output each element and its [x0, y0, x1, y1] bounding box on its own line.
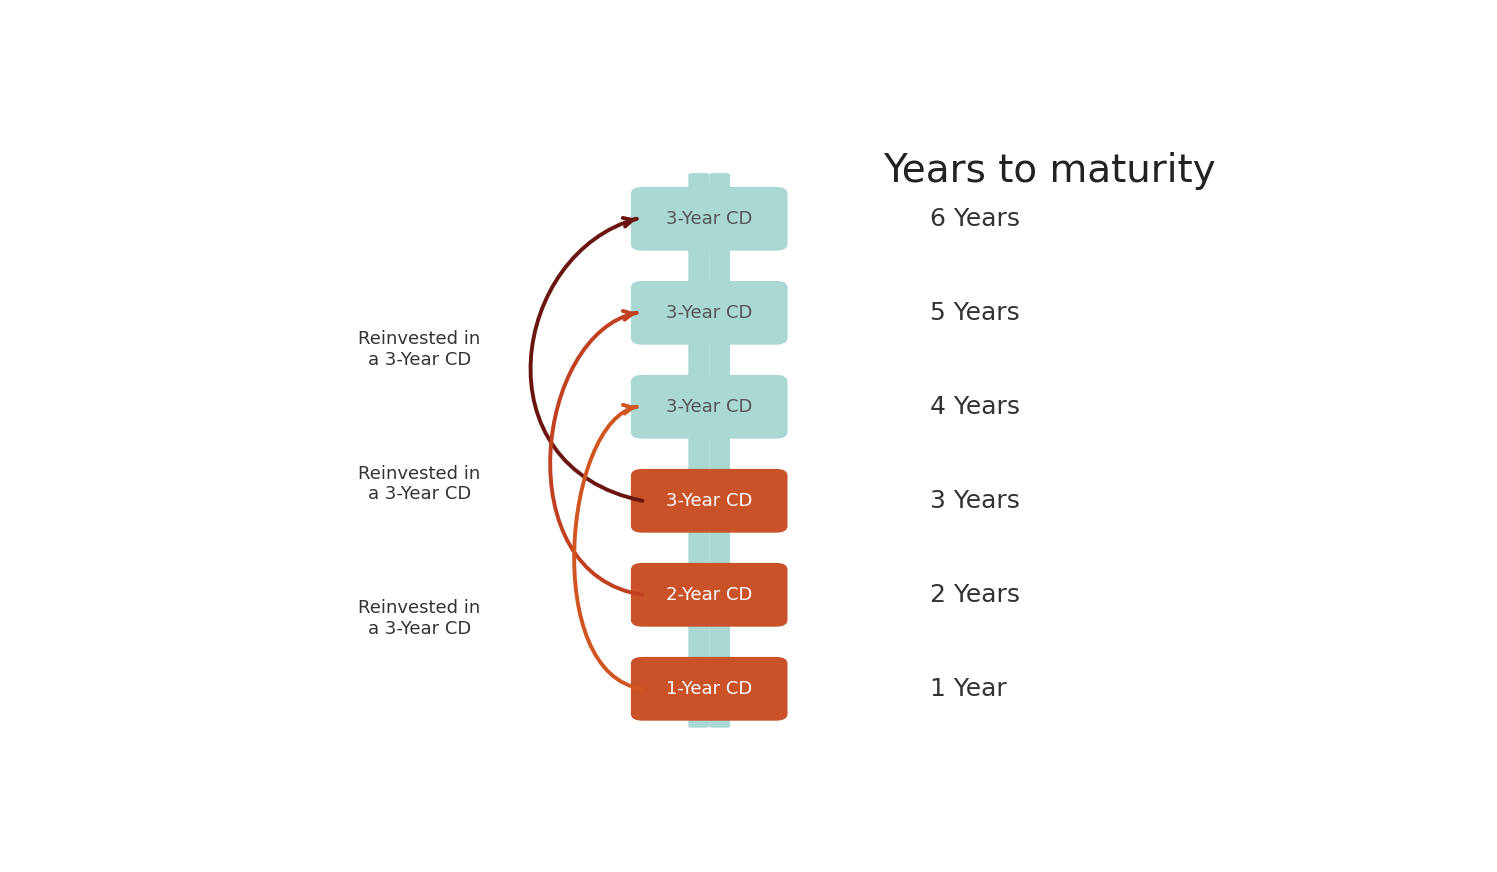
FancyBboxPatch shape [726, 210, 741, 228]
Text: 1-Year CD: 1-Year CD [666, 680, 753, 698]
Text: 2-Year CD: 2-Year CD [666, 586, 753, 603]
Text: 1 Year: 1 Year [930, 677, 1006, 701]
FancyBboxPatch shape [630, 187, 787, 250]
FancyBboxPatch shape [726, 680, 741, 698]
FancyBboxPatch shape [630, 469, 787, 533]
Text: 3-Year CD: 3-Year CD [666, 398, 753, 416]
Text: 3 Years: 3 Years [930, 489, 1019, 513]
FancyBboxPatch shape [630, 281, 787, 344]
FancyBboxPatch shape [630, 375, 787, 439]
Text: 4 Years: 4 Years [930, 395, 1019, 419]
FancyBboxPatch shape [678, 680, 692, 698]
FancyBboxPatch shape [678, 304, 692, 322]
Text: 3-Year CD: 3-Year CD [666, 492, 753, 510]
Text: Reinvested in
a 3-Year CD: Reinvested in a 3-Year CD [358, 599, 481, 637]
Text: 3-Year CD: 3-Year CD [666, 303, 753, 322]
FancyBboxPatch shape [678, 586, 692, 603]
FancyBboxPatch shape [630, 657, 787, 720]
FancyBboxPatch shape [726, 304, 741, 322]
FancyBboxPatch shape [689, 174, 710, 728]
Text: 3-Year CD: 3-Year CD [666, 210, 753, 228]
FancyBboxPatch shape [726, 586, 741, 603]
FancyBboxPatch shape [678, 492, 692, 509]
FancyBboxPatch shape [678, 210, 692, 228]
FancyBboxPatch shape [710, 174, 731, 728]
FancyBboxPatch shape [630, 563, 787, 627]
Text: 5 Years: 5 Years [930, 301, 1019, 324]
Text: Reinvested in
a 3-Year CD: Reinvested in a 3-Year CD [358, 330, 481, 369]
Text: 2 Years: 2 Years [930, 582, 1019, 607]
FancyBboxPatch shape [726, 492, 741, 509]
FancyBboxPatch shape [678, 398, 692, 416]
FancyBboxPatch shape [726, 398, 741, 416]
Text: 6 Years: 6 Years [930, 207, 1019, 231]
Text: Years to maturity: Years to maturity [883, 152, 1216, 189]
Text: Reinvested in
a 3-Year CD: Reinvested in a 3-Year CD [358, 465, 481, 503]
